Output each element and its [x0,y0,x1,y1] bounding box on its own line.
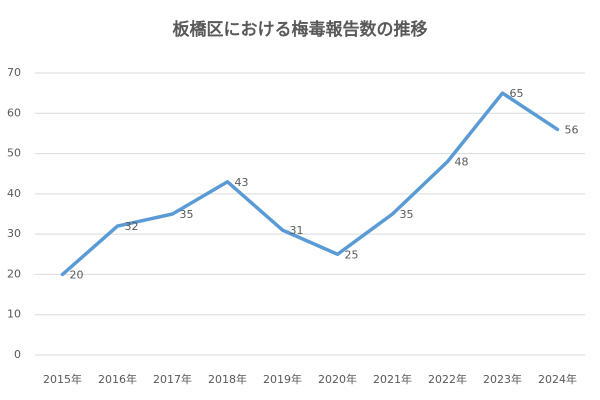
x-tick-label: 2024年 [538,372,577,386]
x-tick-label: 2015年 [43,372,82,386]
x-tick-label: 2021年 [373,372,412,386]
x-tick-label: 2017年 [153,372,192,386]
x-tick-label: 2022年 [428,372,467,386]
y-tick-label: 50 [7,147,21,160]
x-tick-label: 2016年 [98,372,137,386]
x-tick-label: 2019年 [263,372,302,386]
y-tick-label: 70 [7,66,21,79]
data-label: 35 [180,208,194,221]
data-label: 65 [510,87,524,100]
y-tick-label: 10 [7,308,21,321]
chart-title: 板橋区における梅毒報告数の推移 [173,19,428,40]
y-tick-label: 60 [7,106,21,119]
x-tick-label: 2023年 [483,372,522,386]
data-line [60,91,560,277]
data-label: 32 [125,220,139,233]
data-label: 43 [235,176,249,189]
data-label: 48 [455,156,469,169]
y-tick-label: 30 [7,227,21,240]
data-label: 31 [290,224,304,237]
x-tick-label: 2020年 [318,372,357,386]
y-tick-label: 40 [7,187,21,200]
y-tick-label: 20 [7,267,21,280]
data-label: 25 [345,248,359,261]
data-label: 56 [565,123,579,136]
x-tick-label: 2018年 [208,372,247,386]
data-label: 20 [70,268,84,281]
y-tick-label: 0 [14,348,21,361]
data-label: 35 [400,208,414,221]
